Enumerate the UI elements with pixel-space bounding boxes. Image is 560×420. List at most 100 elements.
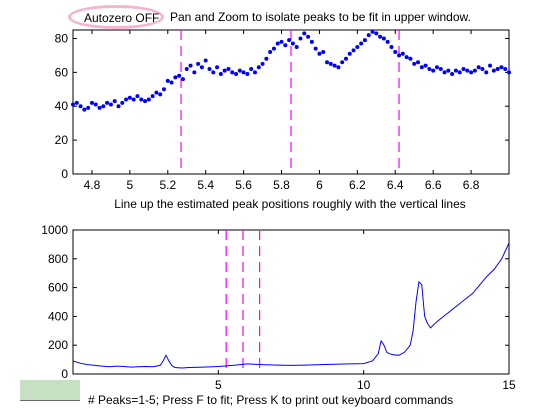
upper-data-points: [71, 29, 511, 112]
upper-x-tick-label: 5.8: [273, 178, 290, 192]
upper-data-point: [188, 63, 193, 68]
upper-data-point: [461, 66, 466, 71]
upper-data-point: [260, 61, 265, 66]
upper-data-point: [419, 65, 424, 70]
upper-data-point: [328, 61, 333, 66]
upper-data-point: [218, 72, 223, 77]
upper-data-point: [495, 66, 500, 71]
upper-data-point: [317, 51, 322, 56]
upper-data-point: [385, 39, 390, 44]
upper-data-point: [116, 104, 121, 109]
upper-y-tick-label: 60: [55, 65, 69, 79]
upper-x-tick-label: 5.6: [235, 178, 252, 192]
lower-x-tick-label: 10: [357, 378, 371, 392]
upper-data-point: [112, 99, 117, 104]
upper-x-tick-label: 6.4: [387, 178, 404, 192]
upper-data-point: [389, 44, 394, 49]
upper-data-point: [503, 66, 508, 71]
upper-data-point: [211, 70, 216, 75]
upper-x-tick-label: 6: [316, 178, 323, 192]
upper-x-tick-label: 5: [127, 178, 134, 192]
upper-data-point: [158, 92, 163, 97]
autozero-label: Autozero OFF: [84, 11, 160, 25]
upper-data-point: [279, 39, 284, 44]
upper-data-point: [89, 100, 94, 105]
upper-data-point: [416, 60, 421, 65]
upper-data-point: [256, 65, 261, 70]
lower-x-tick-label: 15: [502, 378, 516, 392]
upper-data-point: [359, 41, 364, 46]
upper-data-point: [499, 65, 504, 70]
upper-axes[interactable]: 4.8 5 5.2 5.4 5.6 5.8 6 6.2 6.4 6.6 6.8 0 20 40 60 80 L…: [55, 29, 511, 211]
upper-x-tick-label: 6.6: [425, 178, 442, 192]
upper-data-point: [173, 75, 178, 80]
upper-data-point: [71, 102, 75, 107]
upper-data-point: [290, 41, 295, 46]
upper-data-point: [131, 97, 136, 102]
instruction-text: Pan and Zoom to isolate peaks to be fit …: [170, 10, 471, 24]
upper-data-point: [480, 66, 485, 71]
upper-data-point: [97, 105, 102, 110]
upper-data-point: [427, 66, 432, 71]
upper-data-point: [275, 41, 280, 46]
upper-data-point: [249, 66, 254, 71]
upper-data-point: [165, 78, 170, 83]
upper-data-point: [196, 61, 201, 66]
upper-data-point: [438, 66, 443, 71]
upper-data-point: [302, 31, 307, 36]
upper-data-point: [271, 46, 276, 51]
lower-peak-marker-lines[interactable]: [225, 230, 261, 374]
upper-data-point: [283, 43, 288, 48]
upper-data-point: [484, 70, 489, 75]
upper-data-point: [82, 107, 87, 112]
upper-data-point: [453, 68, 458, 73]
upper-data-point: [313, 46, 318, 51]
upper-data-point: [408, 56, 413, 61]
upper-data-point: [222, 68, 227, 73]
lower-y-tick-label: 400: [48, 309, 68, 323]
upper-data-point: [321, 50, 326, 55]
upper-data-point: [351, 48, 356, 53]
upper-data-point: [423, 63, 428, 68]
upper-data-point: [169, 80, 174, 85]
upper-data-point: [374, 31, 379, 36]
upper-data-point: [381, 36, 386, 41]
upper-x-tick-label: 5.4: [197, 178, 214, 192]
upper-x-axis-label: Line up the estimated peak positions rou…: [114, 197, 466, 211]
upper-data-point: [450, 72, 455, 77]
upper-data-point: [146, 97, 151, 102]
upper-data-point: [491, 68, 496, 73]
upper-data-point: [446, 68, 451, 73]
upper-data-point: [78, 104, 83, 109]
upper-data-point: [245, 72, 250, 77]
upper-data-point: [180, 77, 185, 82]
lower-axes[interactable]: 05101502004006008001000: [41, 223, 516, 392]
upper-data-point: [154, 90, 159, 95]
upper-data-point: [488, 63, 493, 68]
upper-data-point: [101, 104, 106, 109]
upper-data-point: [287, 38, 292, 43]
autozero-toggle-button[interactable]: Autozero OFF: [68, 5, 164, 29]
upper-data-point: [105, 100, 110, 105]
upper-x-tick-label: 6.8: [463, 178, 480, 192]
upper-data-point: [336, 65, 341, 70]
upper-data-point: [230, 70, 235, 75]
upper-data-point: [264, 56, 269, 61]
upper-data-point: [184, 66, 189, 71]
upper-data-point: [192, 70, 197, 75]
upper-data-point: [332, 63, 337, 68]
upper-data-point: [366, 33, 371, 38]
upper-data-point: [343, 56, 348, 61]
upper-data-point: [325, 60, 330, 65]
upper-data-point: [135, 94, 140, 99]
lower-y-tick-label: 800: [48, 252, 68, 266]
upper-data-point: [370, 29, 375, 34]
upper-data-point: [93, 102, 98, 107]
upper-data-point: [397, 53, 402, 58]
upper-data-point: [294, 44, 299, 49]
upper-data-point: [215, 65, 220, 70]
upper-data-point: [298, 36, 303, 41]
upper-data-point: [404, 55, 409, 60]
lower-y-tick-label: 200: [48, 338, 68, 352]
upper-data-point: [226, 66, 231, 71]
